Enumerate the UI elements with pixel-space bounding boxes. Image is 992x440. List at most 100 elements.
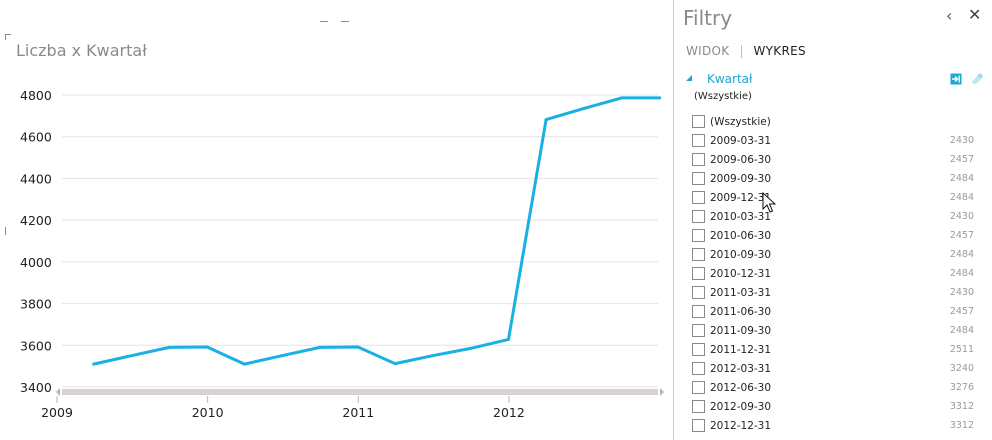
- data-point[interactable]: [658, 96, 662, 100]
- data-point[interactable]: [431, 354, 435, 358]
- filter-item-checkbox[interactable]: [692, 134, 705, 147]
- filter-item-count: 2484: [949, 325, 974, 336]
- filter-item-label: 2009-09-30: [710, 172, 772, 185]
- filter-item-checkbox[interactable]: [692, 286, 705, 299]
- filter-item-count: 3240: [949, 363, 974, 374]
- filter-item[interactable]: 2009-12-31 2484: [692, 188, 974, 207]
- filter-item[interactable]: 2011-06-30 2457: [692, 302, 974, 321]
- line-chart[interactable]: 3400 3600 3800 4000 4200 4400 4600 4800 2009 201…: [0, 0, 672, 440]
- data-point[interactable]: [469, 346, 473, 350]
- filter-item[interactable]: 2010-12-31 2484: [692, 264, 974, 283]
- filter-item-count: 2484: [949, 192, 974, 203]
- x-tick-label: 2012: [493, 405, 525, 420]
- filter-item-count: 2484: [949, 249, 974, 260]
- x-tick-label: 2009: [41, 405, 73, 420]
- data-point[interactable]: [582, 107, 586, 111]
- data-point[interactable]: [167, 345, 171, 349]
- y-tick-label: 4000: [20, 255, 52, 270]
- expand-collapse-icon[interactable]: [686, 75, 692, 81]
- grid-lines: [62, 94, 658, 388]
- filter-item[interactable]: 2009-06-30 2457: [692, 150, 974, 169]
- x-axis-ticks: 2009 2010 2011 2012: [41, 396, 525, 420]
- filter-item-checkbox[interactable]: [692, 229, 705, 242]
- filter-item[interactable]: 2012-09-30 3312: [692, 397, 974, 416]
- filter-item-checkbox[interactable]: [692, 172, 705, 185]
- y-tick-label: 4800: [20, 88, 52, 103]
- filter-item[interactable]: 2010-06-30 2457: [692, 226, 974, 245]
- y-tick-label: 3800: [20, 297, 52, 312]
- filter-item-count: 2457: [949, 154, 974, 165]
- data-point[interactable]: [393, 362, 397, 366]
- x-tick-label: 2010: [192, 405, 224, 420]
- chart-panel[interactable]: Liczba x Kwartał 3400 3600 3800 4000 4200 440…: [0, 0, 672, 440]
- y-tick-label: 3400: [20, 380, 52, 395]
- data-point[interactable]: [129, 354, 133, 358]
- filter-item-checkbox[interactable]: [692, 153, 705, 166]
- series-points: [92, 96, 662, 366]
- filter-item-checkbox[interactable]: [692, 343, 705, 356]
- filter-item-checkbox[interactable]: [692, 400, 705, 413]
- field-name[interactable]: Kwartał: [707, 72, 753, 86]
- filter-item[interactable]: 2012-12-31 3312: [692, 416, 974, 435]
- data-point[interactable]: [318, 345, 322, 349]
- field-header-kwartal[interactable]: Kwartał: [686, 72, 986, 89]
- mouse-cursor-icon: [762, 192, 776, 213]
- filter-item-checkbox[interactable]: [692, 419, 705, 432]
- filter-item-label: 2012-09-30: [710, 400, 772, 413]
- filter-item-count: 3276: [949, 382, 974, 393]
- filter-item-checkbox[interactable]: [692, 267, 705, 280]
- filter-item[interactable]: 2010-09-30 2484: [692, 245, 974, 264]
- apply-filter-icon[interactable]: [950, 73, 962, 85]
- filter-item-label: 2012-12-31: [710, 419, 772, 432]
- filter-item[interactable]: (Wszystkie): [692, 112, 974, 131]
- chart-corner-top-mid-right: [341, 21, 349, 22]
- filter-item-count: 3312: [949, 401, 974, 412]
- filter-item-label: 2010-12-31: [710, 267, 772, 280]
- data-point[interactable]: [92, 362, 96, 366]
- data-point[interactable]: [356, 345, 360, 349]
- filter-item[interactable]: 2009-09-30 2484: [692, 169, 974, 188]
- tab-wykres[interactable]: WYKRES: [753, 44, 806, 58]
- filter-item-checkbox[interactable]: [692, 324, 705, 337]
- filter-item-checkbox[interactable]: [692, 191, 705, 204]
- data-point[interactable]: [280, 354, 284, 358]
- data-point[interactable]: [507, 337, 511, 341]
- filter-item[interactable]: 2012-06-30 3276: [692, 378, 974, 397]
- filter-item-count: 2484: [949, 173, 974, 184]
- chart-title: Liczba x Kwartał: [16, 41, 147, 60]
- filter-item-checkbox[interactable]: [692, 305, 705, 318]
- filter-item[interactable]: 2011-03-31 2430: [692, 283, 974, 302]
- filter-item-checkbox[interactable]: [692, 381, 705, 394]
- data-point[interactable]: [620, 96, 624, 100]
- close-pane-button[interactable]: ✕: [968, 5, 982, 24]
- series-line: [92, 96, 662, 366]
- field-filter-summary: (Wszystkie): [694, 91, 752, 102]
- tab-widok[interactable]: WIDOK: [686, 44, 730, 58]
- collapse-pane-button[interactable]: ‹: [946, 6, 953, 25]
- filter-item-checkbox[interactable]: [692, 248, 705, 261]
- chart-corner-left-mid: [5, 227, 6, 235]
- clear-filter-icon[interactable]: [970, 73, 984, 85]
- filter-item[interactable]: 2012-03-31 3240: [692, 359, 974, 378]
- filter-item[interactable]: 2011-12-31 2511: [692, 340, 974, 359]
- filter-item-label: 2009-06-30: [710, 153, 772, 166]
- filter-item-label: 2010-03-31: [710, 210, 772, 223]
- filter-item-checkbox[interactable]: [692, 362, 705, 375]
- filter-pane-title: Filtry: [683, 6, 733, 30]
- filter-item[interactable]: 2009-03-31 2430: [692, 131, 974, 150]
- filter-item-label: (Wszystkie): [710, 115, 771, 128]
- y-tick-label: 4600: [20, 130, 52, 145]
- data-point[interactable]: [544, 118, 548, 122]
- filter-item-label: 2012-06-30: [710, 381, 772, 394]
- y-tick-label: 3600: [20, 338, 52, 353]
- filter-item-label: 2011-06-30: [710, 305, 772, 318]
- y-tick-label: 4200: [20, 213, 52, 228]
- filter-item-count: 2511: [949, 344, 974, 355]
- data-point[interactable]: [242, 362, 246, 366]
- data-point[interactable]: [205, 345, 209, 349]
- filter-item-label: 2012-03-31: [710, 362, 772, 375]
- filter-item-checkbox[interactable]: [692, 210, 705, 223]
- filter-item[interactable]: 2010-03-31 2430: [692, 207, 974, 226]
- filter-item-checkbox[interactable]: [692, 115, 705, 128]
- filter-item[interactable]: 2011-09-30 2484: [692, 321, 974, 340]
